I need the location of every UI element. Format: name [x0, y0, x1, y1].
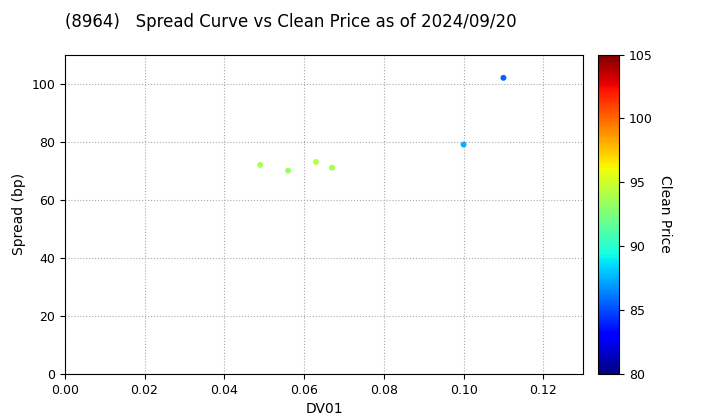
Text: (8964)   Spread Curve vs Clean Price as of 2024/09/20: (8964) Spread Curve vs Clean Price as of… [65, 13, 516, 31]
Point [326, 164, 338, 171]
Point [254, 162, 266, 168]
Y-axis label: Spread (bp): Spread (bp) [12, 173, 26, 255]
Point [282, 167, 294, 174]
Point [310, 159, 322, 165]
X-axis label: DV01: DV01 [305, 402, 343, 416]
Y-axis label: Clean Price: Clean Price [658, 175, 672, 253]
Point [498, 74, 509, 81]
Point [458, 141, 469, 148]
